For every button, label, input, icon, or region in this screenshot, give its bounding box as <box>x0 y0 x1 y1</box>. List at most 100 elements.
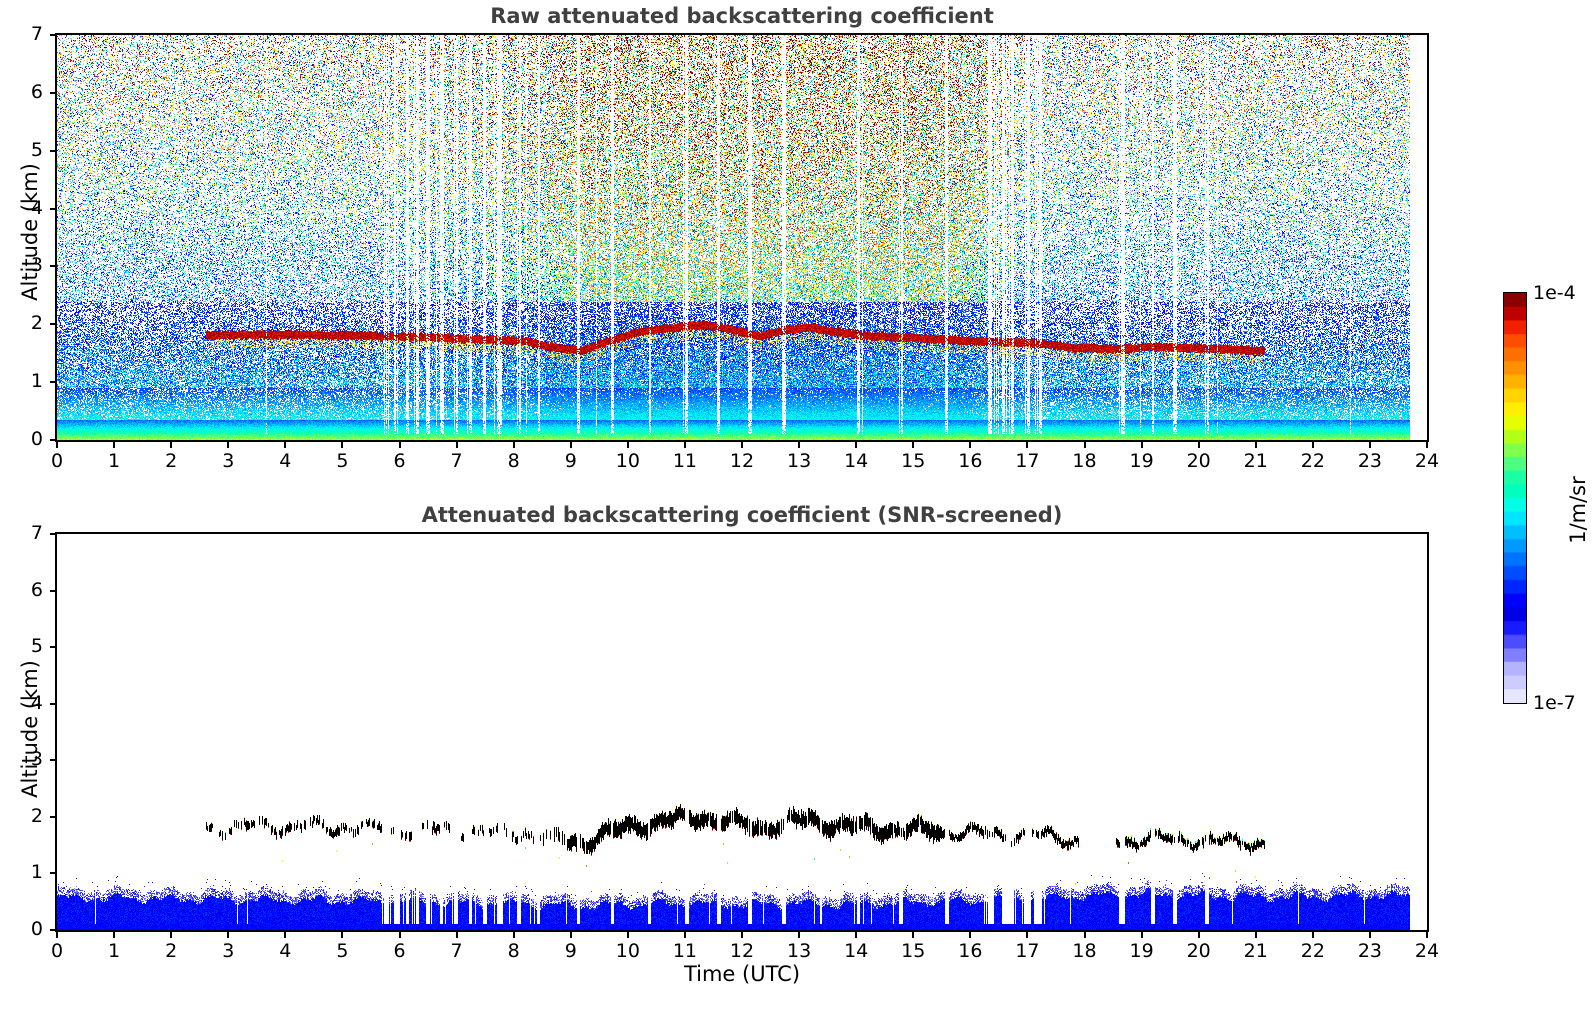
y-tick-label-bottom-6: 6 <box>30 578 43 601</box>
x-tick-top-18 <box>1083 441 1086 448</box>
y-tick-label-bottom-3: 3 <box>30 748 43 771</box>
y-tick-label-bottom-5: 5 <box>30 635 43 658</box>
x-tick-label-bottom-4: 4 <box>279 940 292 962</box>
x-tick-label-bottom-2: 2 <box>165 940 178 962</box>
x-tick-label-bottom-16: 16 <box>958 940 983 962</box>
y-tick-label-top-5: 5 <box>30 138 43 161</box>
x-tick-label-bottom-3: 3 <box>222 940 235 962</box>
x-tick-top-4 <box>284 441 287 448</box>
x-tick-bottom-13 <box>798 931 801 938</box>
y-tick-bottom-1 <box>50 872 57 875</box>
x-tick-top-8 <box>512 441 515 448</box>
x-tick-bottom-3 <box>227 931 230 938</box>
x-tick-label-bottom-8: 8 <box>507 940 520 962</box>
x-tick-bottom-8 <box>512 931 515 938</box>
x-tick-bottom-16 <box>969 931 972 938</box>
x-tick-label-top-11: 11 <box>672 450 697 472</box>
y-tick-top-0 <box>50 439 57 441</box>
y-tick-top-3 <box>50 265 57 268</box>
y-tick-label-top-1: 1 <box>30 370 43 393</box>
x-tick-bottom-24 <box>1426 931 1428 938</box>
x-tick-top-19 <box>1140 441 1143 448</box>
x-tick-bottom-15 <box>912 931 915 938</box>
x-tick-bottom-2 <box>170 931 173 938</box>
x-tick-top-11 <box>683 441 686 448</box>
y-tick-label-bottom-1: 1 <box>30 861 43 884</box>
x-tick-label-top-5: 5 <box>336 450 349 472</box>
y-tick-bottom-7 <box>50 533 57 535</box>
x-tick-top-0 <box>56 441 58 448</box>
x-tick-bottom-23 <box>1368 931 1371 938</box>
x-tick-label-bottom-11: 11 <box>672 940 697 962</box>
x-tick-label-bottom-23: 23 <box>1357 940 1382 962</box>
x-tick-label-bottom-15: 15 <box>901 940 926 962</box>
x-tick-top-7 <box>455 441 458 448</box>
top-panel-title: Raw attenuated backscattering coefficien… <box>490 4 994 28</box>
x-tick-label-bottom-9: 9 <box>564 940 577 962</box>
x-tick-label-bottom-22: 22 <box>1300 940 1325 962</box>
x-tick-bottom-5 <box>341 931 344 938</box>
x-tick-top-17 <box>1026 441 1029 448</box>
x-tick-bottom-17 <box>1026 931 1029 938</box>
x-tick-label-bottom-10: 10 <box>615 940 640 962</box>
x-tick-label-top-16: 16 <box>958 450 983 472</box>
x-tick-top-15 <box>912 441 915 448</box>
colorbar <box>1503 292 1527 704</box>
x-tick-label-top-0: 0 <box>50 450 64 472</box>
x-tick-bottom-6 <box>398 931 401 938</box>
colorbar-max-label: 1e-4 <box>1533 282 1576 304</box>
x-tick-label-bottom-5: 5 <box>336 940 349 962</box>
x-tick-label-top-8: 8 <box>507 450 520 472</box>
x-tick-label-bottom-1: 1 <box>108 940 121 962</box>
x-tick-label-top-6: 6 <box>393 450 406 472</box>
x-tick-bottom-21 <box>1254 931 1257 938</box>
x-tick-label-bottom-21: 21 <box>1243 940 1268 962</box>
x-tick-label-top-22: 22 <box>1300 450 1325 472</box>
y-tick-label-top-7: 7 <box>30 23 43 45</box>
x-tick-top-14 <box>855 441 858 448</box>
colorbar-min-label: 1e-7 <box>1533 692 1576 714</box>
y-tick-bottom-5 <box>50 646 57 649</box>
y-tick-label-top-4: 4 <box>30 196 43 219</box>
x-tick-bottom-1 <box>113 931 116 938</box>
x-tick-label-bottom-20: 20 <box>1186 940 1211 962</box>
x-tick-top-21 <box>1254 441 1257 448</box>
x-tick-label-top-7: 7 <box>450 450 463 472</box>
x-tick-top-23 <box>1368 441 1371 448</box>
x-tick-label-top-12: 12 <box>729 450 755 472</box>
y-tick-label-bottom-2: 2 <box>30 804 43 827</box>
x-axis-label: Time (UTC) <box>683 962 801 986</box>
x-tick-label-top-4: 4 <box>279 450 292 472</box>
x-tick-bottom-19 <box>1140 931 1143 938</box>
x-tick-label-top-23: 23 <box>1357 450 1382 472</box>
x-tick-label-bottom-0: 0 <box>50 940 64 962</box>
y-tick-bottom-2 <box>50 815 57 818</box>
colorbar-gradient <box>1503 292 1527 704</box>
y-tick-top-7 <box>50 34 57 36</box>
y-tick-top-2 <box>50 323 57 326</box>
x-tick-top-5 <box>341 441 344 448</box>
x-tick-label-bottom-19: 19 <box>1129 940 1154 962</box>
x-tick-label-top-1: 1 <box>108 450 121 472</box>
raw-backscatter-heatmap <box>57 35 1427 440</box>
x-tick-top-13 <box>798 441 801 448</box>
x-tick-label-top-13: 13 <box>786 450 812 472</box>
x-tick-bottom-10 <box>626 931 629 938</box>
y-tick-label-top-6: 6 <box>30 80 43 103</box>
y-tick-label-bottom-4: 4 <box>30 691 43 714</box>
y-tick-label-top-2: 2 <box>30 312 43 335</box>
x-tick-top-3 <box>227 441 230 448</box>
top-panel-y-axis-label: Altitude (km) <box>18 163 42 301</box>
x-tick-top-16 <box>969 441 972 448</box>
x-tick-label-top-3: 3 <box>222 450 235 472</box>
x-tick-label-bottom-7: 7 <box>450 940 463 962</box>
y-tick-top-4 <box>50 207 57 210</box>
colorbar-unit-label: 1/m/sr <box>1566 476 1590 544</box>
bottom-panel-y-axis-label: Altitude (km) <box>18 660 42 798</box>
x-tick-top-2 <box>170 441 173 448</box>
bottom-panel-plot-area <box>55 532 1429 932</box>
x-tick-bottom-22 <box>1311 931 1314 938</box>
x-tick-label-top-17: 17 <box>1015 450 1040 472</box>
x-tick-top-9 <box>569 441 572 448</box>
